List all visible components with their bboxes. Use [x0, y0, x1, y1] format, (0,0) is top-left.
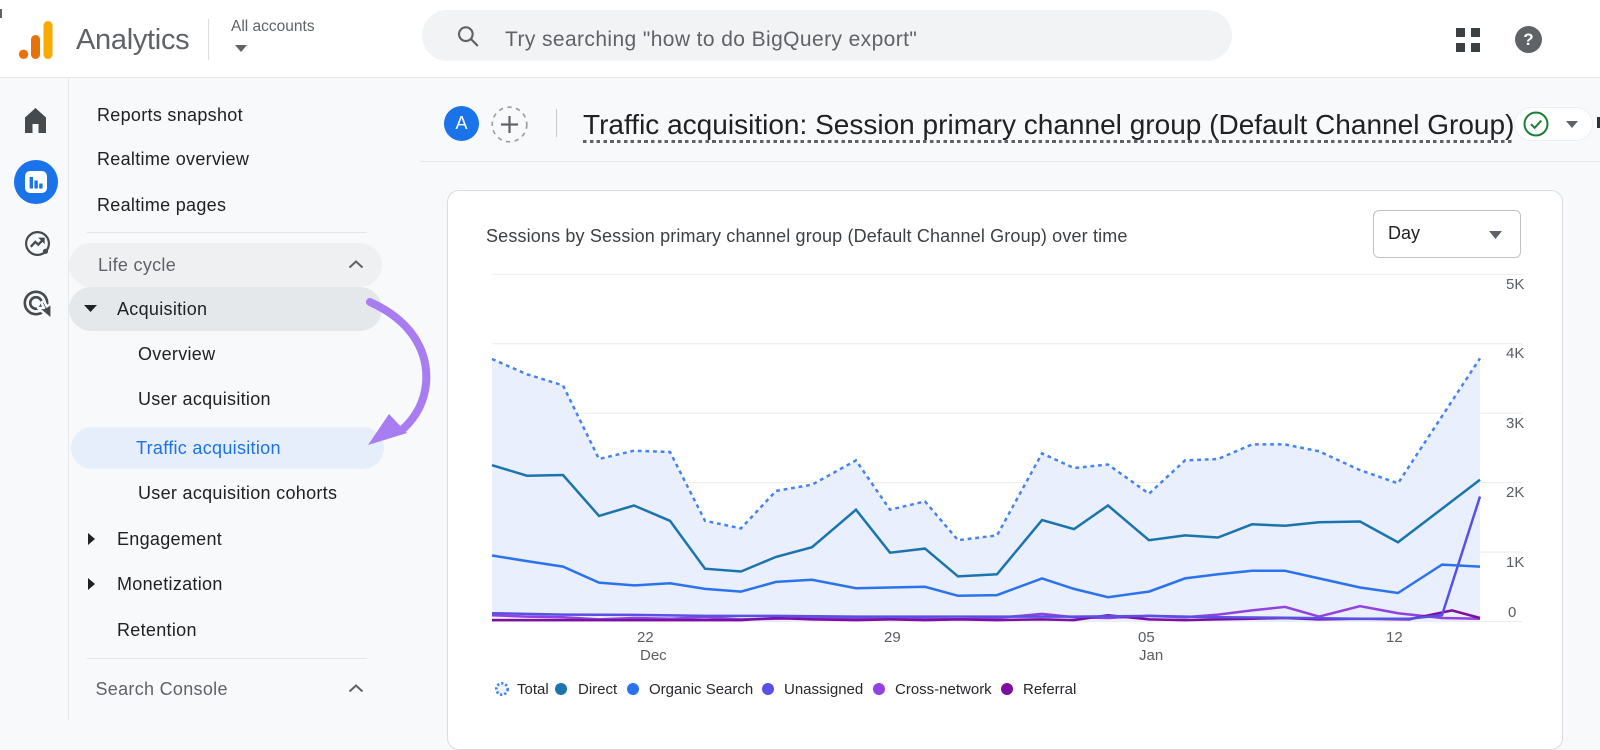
svg-text:22: 22	[637, 629, 654, 646]
svg-text:1K: 1K	[1506, 554, 1524, 571]
svg-text:Jan: Jan	[1139, 647, 1163, 664]
svg-text:2K: 2K	[1506, 484, 1524, 501]
svg-text:12: 12	[1386, 629, 1403, 646]
svg-text:3K: 3K	[1506, 415, 1524, 432]
svg-text:Dec: Dec	[640, 647, 667, 664]
svg-text:05: 05	[1138, 629, 1155, 646]
svg-text:4K: 4K	[1506, 345, 1524, 362]
svg-text:0: 0	[1508, 604, 1516, 621]
svg-text:29: 29	[884, 629, 901, 646]
svg-text:5K: 5K	[1506, 276, 1524, 293]
